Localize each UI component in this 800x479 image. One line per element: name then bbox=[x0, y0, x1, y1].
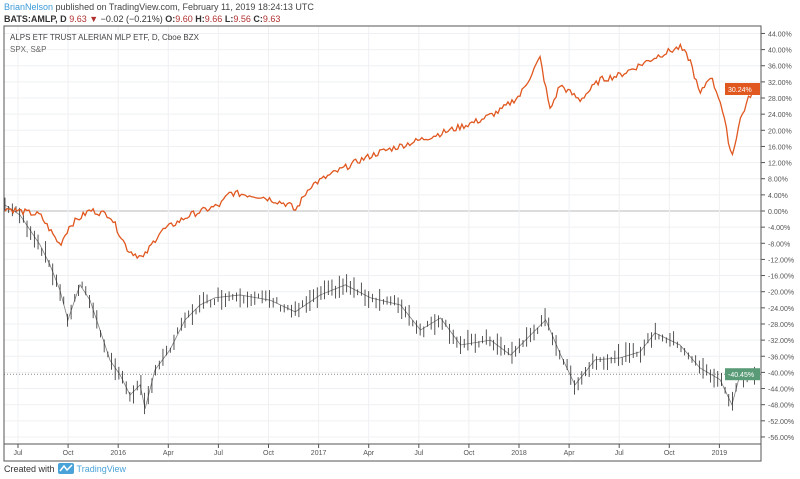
x-tick-label: Apr bbox=[163, 450, 175, 457]
x-tick-label: Oct bbox=[664, 450, 675, 457]
created-with-text: Created with bbox=[4, 463, 55, 474]
y-tick-label: -36.00% bbox=[768, 354, 794, 361]
series-layer bbox=[4, 42, 758, 415]
tradingview-link[interactable]: TradingView bbox=[76, 463, 127, 474]
low-value: 9.56 bbox=[233, 14, 251, 24]
author-link[interactable]: BrianNelson bbox=[4, 2, 54, 12]
y-tick-label: -8.00% bbox=[768, 241, 790, 248]
y-tick-label: -40.00% bbox=[768, 370, 794, 377]
last-price: 9.63 bbox=[69, 14, 87, 24]
high-value: 9.66 bbox=[204, 14, 223, 24]
x-tick-label: Jul bbox=[414, 450, 423, 457]
x-tick-label: Oct bbox=[463, 450, 474, 457]
y-axis[interactable]: 44.00% 40.00% 36.00% 32.00% 28.00% 24.00% 20.0… bbox=[761, 31, 794, 442]
close-label: C: bbox=[253, 14, 263, 24]
y-tick-label: -48.00% bbox=[768, 403, 794, 410]
amlp-series-line bbox=[4, 204, 757, 409]
down-arrow-icon: ▼ bbox=[89, 14, 99, 24]
y-tick-label: 0.00% bbox=[768, 209, 788, 216]
published-text: published on TradingView.com, February 1… bbox=[55, 2, 314, 12]
publish-info: BrianNelson published on TradingView.com… bbox=[4, 2, 314, 12]
y-tick-label: 44.00% bbox=[768, 31, 792, 38]
x-tick-label: 2018 bbox=[511, 450, 527, 457]
legend-main: ALPS ETF TRUST ALERIAN MLP ETF, D, Cboe … bbox=[10, 33, 200, 42]
y-tick-label: 20.00% bbox=[768, 128, 792, 135]
y-tick-label: 12.00% bbox=[768, 161, 792, 168]
y-tick-label: -44.00% bbox=[768, 387, 794, 394]
y-tick-label: -28.00% bbox=[768, 322, 794, 329]
last-value-labels: 30.24% -40.45% bbox=[725, 82, 760, 381]
x-tick-label: Apr bbox=[564, 450, 576, 457]
x-tick-label: 2019 bbox=[712, 450, 728, 457]
y-tick-label: -16.00% bbox=[768, 274, 794, 281]
last-value-badge bbox=[725, 368, 760, 381]
y-tick-label: -32.00% bbox=[768, 338, 794, 345]
x-tick-label: Oct bbox=[263, 450, 274, 457]
y-tick-label: -52.00% bbox=[768, 419, 794, 426]
y-tick-label: -12.00% bbox=[768, 257, 794, 264]
low-label: L: bbox=[224, 14, 234, 24]
x-tick-label: Oct bbox=[63, 450, 74, 457]
x-tick-label: 2017 bbox=[311, 450, 327, 457]
y-tick-label: 32.00% bbox=[768, 80, 792, 87]
footer: Created with TradingView bbox=[4, 463, 126, 474]
open-label: O: bbox=[165, 14, 176, 24]
last-value-badge bbox=[725, 82, 760, 95]
high-label: H: bbox=[195, 14, 205, 24]
last-value-text: 30.24% bbox=[728, 87, 752, 94]
legend-compare: SPX, S&P bbox=[10, 45, 46, 54]
tradingview-logo-icon bbox=[57, 463, 74, 474]
y-tick-label: 24.00% bbox=[768, 112, 792, 119]
close-value: 9.63 bbox=[262, 14, 281, 24]
grid bbox=[4, 26, 761, 444]
y-tick-label: 16.00% bbox=[768, 144, 792, 151]
y-tick-label: 4.00% bbox=[768, 193, 788, 200]
y-tick-label: -20.00% bbox=[768, 290, 794, 297]
x-tick-label: Jul bbox=[214, 450, 223, 457]
symbol-info: BATS:AMLP, D 9.63 ▼ −0.02 (−0.21%) O:9.6… bbox=[4, 14, 280, 24]
x-tick-label: 2016 bbox=[110, 450, 126, 457]
x-tick-label: Apr bbox=[363, 450, 375, 457]
y-tick-label: 36.00% bbox=[768, 64, 792, 71]
x-tick-label: Jul bbox=[615, 450, 624, 457]
y-tick-label: -4.00% bbox=[768, 225, 790, 232]
y-tick-label: -24.00% bbox=[768, 306, 794, 313]
last-value-text: -40.45% bbox=[728, 372, 754, 379]
y-tick-label: 28.00% bbox=[768, 96, 792, 103]
y-tick-label: -56.00% bbox=[768, 435, 794, 442]
x-axis[interactable]: Jul Oct 2016 Apr Jul Oct 2017 Apr Jul Oct 2018 Apr J… bbox=[14, 444, 728, 457]
y-tick-label: 8.00% bbox=[768, 177, 788, 184]
y-tick-label: 40.00% bbox=[768, 48, 792, 55]
symbol: BATS:AMLP, D bbox=[4, 14, 67, 24]
x-tick-label: Jul bbox=[14, 450, 23, 457]
price-change: −0.02 (−0.21%) bbox=[100, 14, 163, 24]
spx-series-line bbox=[4, 42, 758, 260]
open-value: 9.60 bbox=[175, 14, 193, 24]
